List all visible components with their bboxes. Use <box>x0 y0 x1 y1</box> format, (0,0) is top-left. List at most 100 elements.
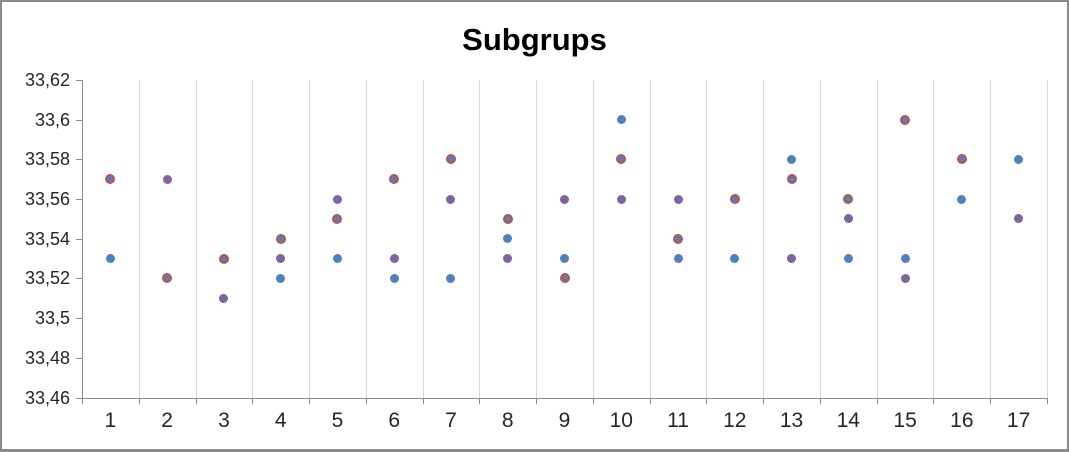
x-axis-label: 5 <box>331 408 344 432</box>
x-axis-tick <box>933 398 935 404</box>
x-axis-tick <box>252 398 254 404</box>
data-point-blue <box>503 234 513 244</box>
gridline-vertical <box>1047 80 1048 398</box>
gridline-vertical <box>252 80 254 398</box>
gridline-vertical <box>309 80 311 398</box>
data-point-purple <box>787 254 797 264</box>
y-axis-tick <box>76 238 82 240</box>
x-axis-tick <box>592 398 594 404</box>
gridline-vertical <box>763 80 765 398</box>
gridline-vertical <box>933 80 935 398</box>
x-axis-tick <box>138 398 140 404</box>
data-point-red-ring <box>218 253 229 264</box>
data-point-red-ring <box>616 154 627 165</box>
data-point-red-ring <box>843 194 854 205</box>
gridline-vertical <box>649 80 651 398</box>
gridline-vertical <box>195 80 197 398</box>
y-axis-label: 33,62 <box>24 70 70 90</box>
data-point-blue <box>1014 154 1024 164</box>
data-point-purple <box>446 194 456 204</box>
data-point-purple <box>1014 214 1024 224</box>
x-axis-tick <box>195 398 197 404</box>
data-point-blue <box>332 254 342 264</box>
x-axis-label: 9 <box>558 408 571 432</box>
x-axis-tick <box>876 398 878 404</box>
data-point-purple <box>276 254 286 264</box>
data-point-blue <box>843 254 853 264</box>
y-axis-tick <box>76 119 82 121</box>
gridline-vertical <box>819 80 821 398</box>
data-point-red-ring <box>332 213 343 224</box>
data-point-red-ring <box>786 174 797 185</box>
gridline-vertical <box>422 80 424 398</box>
data-point-blue <box>730 254 740 264</box>
x-axis-label: 4 <box>274 408 287 432</box>
x-axis-label: 15 <box>893 408 917 432</box>
x-axis-label: 11 <box>667 408 689 432</box>
data-point-blue <box>276 273 286 283</box>
data-point-blue <box>560 254 569 264</box>
x-axis-label: 14 <box>836 408 860 432</box>
x-axis-tick <box>990 398 992 404</box>
y-axis-tick <box>76 159 82 161</box>
y-axis-label: 33,52 <box>24 268 70 289</box>
x-axis-tick <box>422 398 424 404</box>
y-axis-label: 33,54 <box>24 228 70 249</box>
data-point-purple <box>503 254 513 264</box>
data-point-blue <box>616 115 626 125</box>
x-axis-tick <box>649 398 651 404</box>
x-axis-label: 13 <box>779 408 804 432</box>
data-point-red-ring <box>559 273 570 284</box>
y-axis-label: 33,58 <box>24 149 70 170</box>
x-axis-tick <box>82 398 83 404</box>
gridline-vertical <box>876 80 878 398</box>
x-axis-label: 7 <box>445 408 457 432</box>
data-point-blue <box>900 254 910 264</box>
x-axis-label: 16 <box>950 408 974 432</box>
y-axis-tick <box>76 397 82 399</box>
x-axis-label: 6 <box>388 408 401 432</box>
data-point-red-ring <box>275 233 286 244</box>
x-axis-tick <box>763 398 765 404</box>
data-point-purple <box>332 194 342 204</box>
data-point-red-ring <box>729 194 740 205</box>
data-point-purple <box>616 194 626 204</box>
data-point-red-ring <box>445 154 456 165</box>
y-axis-label: 33,48 <box>24 347 70 368</box>
x-axis-tick <box>819 398 821 404</box>
y-axis-tick <box>76 80 82 81</box>
x-axis-tick <box>1047 398 1048 404</box>
x-axis-tick <box>309 398 311 404</box>
gridline-vertical <box>479 80 481 398</box>
data-point-purple <box>389 254 399 264</box>
gridline-vertical <box>536 80 538 398</box>
data-point-purple <box>900 273 910 283</box>
gridline-vertical <box>990 80 992 398</box>
gridline-vertical <box>706 80 708 398</box>
data-point-blue <box>957 194 967 204</box>
x-axis-line <box>82 397 1048 399</box>
y-axis-label: 33,56 <box>24 189 70 210</box>
x-axis-tick <box>706 398 708 404</box>
data-point-blue <box>389 273 399 283</box>
chart-title: Subgrups <box>462 22 607 57</box>
gridline-vertical <box>592 80 594 398</box>
data-point-red-ring <box>673 233 684 244</box>
y-axis-tick <box>76 278 82 280</box>
data-point-blue <box>673 254 683 264</box>
y-axis-tick <box>76 357 82 359</box>
data-point-red-ring <box>956 154 967 165</box>
data-point-purple <box>843 214 853 224</box>
x-axis-label: 12 <box>723 408 747 432</box>
data-point-blue <box>787 154 797 164</box>
data-point-blue <box>446 273 456 283</box>
data-point-blue <box>105 254 115 264</box>
data-point-red-ring <box>502 213 513 224</box>
y-axis-label: 33,5 <box>34 308 70 329</box>
data-point-purple <box>560 194 569 204</box>
x-axis-label: 10 <box>609 408 633 432</box>
gridline-vertical <box>138 80 140 398</box>
y-axis-line <box>82 80 83 398</box>
data-point-purple <box>162 174 172 184</box>
